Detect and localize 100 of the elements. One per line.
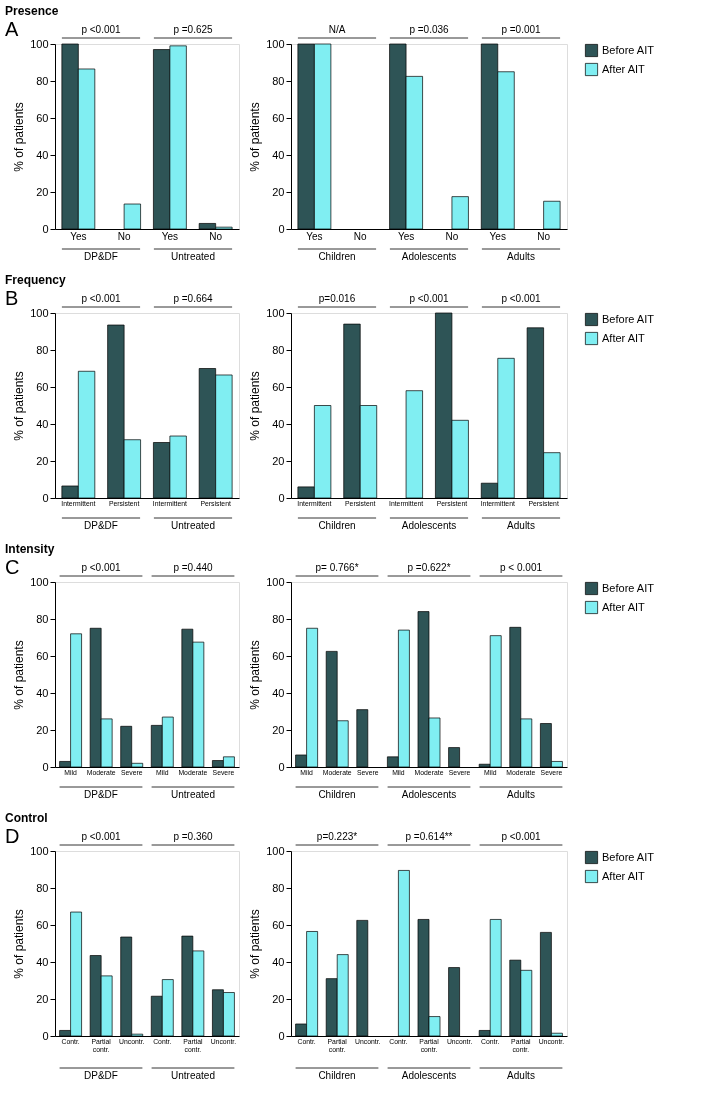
text: p < 0.001 [500,562,543,573]
text: DP&DF [84,1070,118,1081]
x-tick-label: No [117,230,131,242]
y-tick-label: 0 [278,222,285,235]
text: DP&DF [84,251,118,262]
x-tick-label: No [209,230,223,242]
y-tick-label: 80 [272,881,285,894]
y-tick-label: 60 [272,111,285,124]
y-tick-label: 20 [272,454,285,467]
text: p =0.625 [173,24,214,35]
y-tick-label: 20 [36,185,49,198]
y-tick-label: 100 [266,844,285,857]
y-tick-label: 80 [272,612,285,625]
text: p= 0.766* [315,562,359,573]
text: Untreated [171,1070,215,1081]
text: DP&DF [84,520,118,531]
y-tick-label: 60 [272,649,285,662]
y-tick-label: 0 [42,1029,49,1042]
y-tick-label: 100 [266,37,285,50]
text: Adults [507,1070,535,1081]
text: DP&DF [84,789,118,800]
text: Adolescents [401,251,457,262]
text: Adults [507,789,535,800]
x-tick-label: Yes [161,230,179,242]
y-tick-label: 20 [272,723,285,736]
text: p <0.001 [81,562,122,573]
text: Adolescents [401,520,457,531]
x-tick-label: Yes [489,230,506,242]
y-axis-title: % of patients [12,909,27,979]
text: p <0.001 [409,293,450,304]
text: p=0.016 [318,293,356,304]
y-tick-label: 60 [272,918,285,931]
y-tick-label: 0 [278,1029,285,1042]
y-axis-title: % of patients [248,640,263,710]
y-axis-title: % of patients [12,371,27,441]
y-tick-label: 20 [272,185,285,198]
y-tick-label: 80 [36,343,49,356]
legend-label: Before AIT [602,850,655,863]
text: Adolescents [401,789,457,800]
y-tick-label: 20 [36,992,49,1005]
y-tick-label: 40 [272,686,285,699]
text: Children [318,789,356,800]
text: Children [318,520,356,531]
legend-label: After AIT [602,600,646,613]
text: p <0.001 [81,831,122,842]
text: p =0.614** [405,831,453,842]
text: C [5,556,20,578]
y-tick-label: 40 [272,955,285,968]
text: p <0.001 [501,293,542,304]
text: Children [318,1070,356,1081]
text: Untreated [171,789,215,800]
text: Untreated [171,251,215,262]
legend-label: Before AIT [602,581,655,594]
text: Adults [507,520,535,531]
x-tick-label: Yes [70,230,87,242]
y-tick-label: 40 [36,955,49,968]
y-axis-title: % of patients [12,640,27,710]
y-axis-title: % of patients [248,102,263,172]
text: p =0.440 [173,562,214,573]
y-tick-label: 60 [36,918,49,931]
y-tick-label: 0 [278,491,285,504]
x-tick-label: Yes [397,230,415,242]
chart-title: Control [5,811,48,825]
text: Adolescents [401,1070,457,1081]
y-tick-label: 80 [272,343,285,356]
y-tick-label: 60 [36,111,49,124]
legend-label: Before AIT [602,312,655,325]
text: p =0.360 [173,831,214,842]
y-tick-label: 20 [36,454,49,467]
x-tick-label: No [445,230,459,242]
text: A [5,18,19,40]
chart-title: Presence [5,4,59,18]
x-tick-label: Yes [306,230,323,242]
y-tick-label: 80 [272,74,285,87]
text: p =0.664 [173,293,214,304]
chart-title: Intensity [5,542,55,556]
text: p=0.223* [316,831,358,842]
y-tick-label: 100 [266,575,285,588]
text: p <0.001 [81,293,122,304]
y-tick-label: 40 [272,417,285,430]
y-tick-label: 0 [42,760,49,773]
y-tick-label: 0 [42,222,49,235]
x-tick-label: No [353,230,368,242]
y-tick-label: 100 [30,306,49,319]
text: Untreated [171,520,215,531]
y-axis-title: % of patients [248,371,263,441]
legend-label: After AIT [602,331,646,344]
legend-label: After AIT [602,62,646,75]
y-tick-label: 80 [36,74,49,87]
chart-title: Frequency [5,273,67,287]
y-tick-label: 80 [36,612,49,625]
y-tick-label: 60 [36,380,49,393]
y-tick-label: 100 [30,844,49,857]
y-tick-label: 60 [36,649,49,662]
text: Children [318,251,356,262]
y-tick-label: 40 [36,686,49,699]
text: p =0.036 [409,24,450,35]
y-tick-label: 0 [278,760,285,773]
text: p <0.001 [81,24,122,35]
text: Adults [507,251,535,262]
